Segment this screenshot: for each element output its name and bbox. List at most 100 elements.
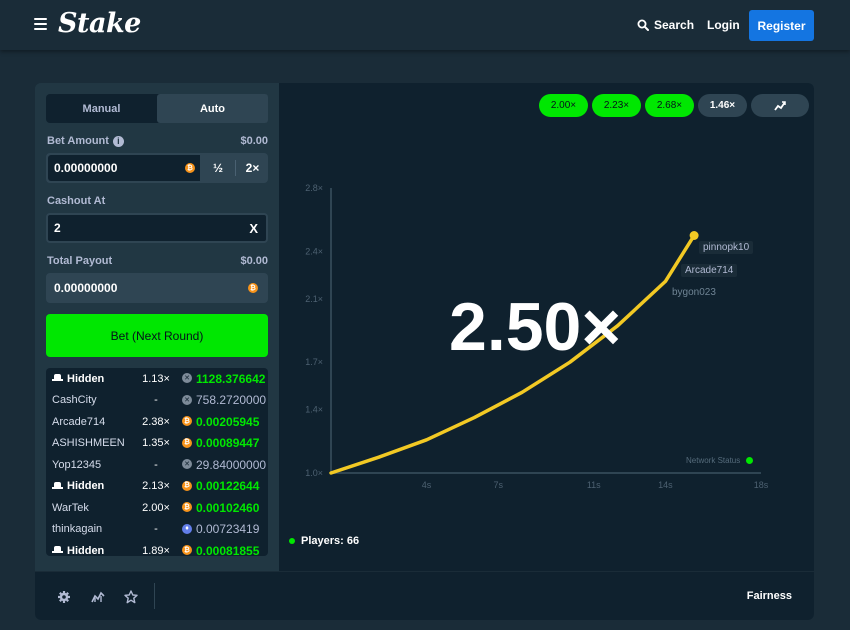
player-row[interactable]: Yop12345 - ✕ 29.84000000 (46, 454, 268, 475)
x-tick-label: 18s (754, 480, 769, 490)
player-row[interactable]: CashCity - ✕ 758.2720000 (46, 390, 268, 411)
cashout-label: Cashout At (47, 195, 106, 207)
x-tick-label: 11s (587, 480, 601, 490)
mode-tabs: Manual Auto (46, 94, 268, 123)
x-tick-label: 4s (422, 480, 432, 490)
bet-amount-usd: $0.00 (240, 135, 268, 147)
fairness-link[interactable]: Fairness (746, 590, 792, 602)
menu-icon[interactable] (34, 18, 47, 30)
chart-area: 2.00× 2.23× 2.68× 1.46× 1.0× 1.4× 1.7× 2.1×… (279, 83, 814, 571)
footer-divider (154, 583, 155, 609)
currency-icon: ✕ (182, 394, 192, 405)
y-tick-label: 2.8× (305, 183, 323, 193)
player-amount: 0.00122644 (196, 479, 260, 493)
history-chip[interactable]: 1.46× (698, 94, 747, 117)
player-multiplier: - (154, 458, 158, 471)
bitcoin-icon: ₿ (182, 502, 192, 512)
cashout-label-row: Cashout At (47, 195, 268, 207)
player-multiplier: 2.38× (142, 415, 170, 428)
x-tick-label: 14s (658, 480, 673, 490)
player-multiplier: 2.00× (142, 501, 170, 514)
player-multiplier: 1.35× (142, 437, 170, 449)
search-label: Search (654, 18, 695, 32)
player-name: ASHISHMEEN (52, 437, 125, 449)
player-name-text: Hidden (67, 544, 105, 557)
player-row[interactable]: Hidden 1.13× ✕ 1128.376642 (46, 368, 268, 389)
player-row[interactable]: Arcade714 2.38× ₿ 0.00205945 (46, 411, 268, 432)
settings-icon[interactable] (57, 590, 71, 604)
curve-head-point (689, 231, 699, 240)
payout-usd: $0.00 (240, 255, 268, 267)
player-row[interactable]: thinkagain - ♦ 0.00723419 (46, 519, 268, 540)
players-list[interactable]: Hidden 1.13× ✕ 1128.376642 CashCity - ✕ 758.272… (46, 368, 268, 556)
half-bet-button[interactable]: ½ (212, 161, 223, 175)
currency-icon: ✕ (182, 373, 192, 383)
player-name-text: WarTek (52, 501, 89, 514)
player-name: Arcade714 (52, 416, 105, 428)
player-cashout-label: bygon023 (672, 287, 716, 298)
network-status-label: Network Status (686, 456, 741, 465)
player-name: CashCity (52, 394, 97, 406)
player-name-text: Hidden (67, 372, 105, 385)
bet-button[interactable]: Bet (Next Round) (46, 314, 268, 357)
current-multiplier: 2.50× (449, 289, 622, 365)
player-amount: 0.00205945 (196, 414, 260, 429)
history-trend-button[interactable] (751, 94, 809, 117)
payout-label-row: Total Payout $0.00 (47, 255, 268, 267)
payout-label: Total Payout (47, 255, 113, 267)
multiplier-chart: 1.0× 1.4× 1.7× 2.1× 2.4× 2.8× 4s 7s 11s 14s 18s (305, 183, 769, 490)
player-name-text: CashCity (52, 394, 97, 406)
player-multiplier: 1.89× (142, 544, 170, 557)
hidden-user-icon (52, 481, 63, 491)
player-name: Hidden (52, 480, 104, 492)
player-name-text: Arcade714 (52, 415, 106, 428)
player-name-text: thinkagain (52, 523, 103, 535)
player-row[interactable]: WarTek 2.00× ₿ 0.00102460 (46, 497, 268, 518)
login-button[interactable]: Login (707, 18, 740, 32)
player-amount: 758.2720000 (196, 393, 267, 407)
bitcoin-icon: ₿ (182, 416, 192, 426)
history-chip[interactable]: 2.68× (645, 94, 694, 117)
double-bet-button[interactable]: 2× (235, 160, 269, 176)
top-bar: Stake Search Login Register (0, 0, 850, 50)
y-tick-label: 1.4× (305, 405, 323, 415)
stats-icon[interactable] (91, 590, 105, 604)
bet-amount-label: Bet Amount (47, 135, 109, 147)
player-amount: 29.84000000 (196, 457, 267, 472)
tab-manual[interactable]: Manual (82, 102, 121, 115)
history-chip[interactable]: 2.00× (539, 94, 588, 117)
register-button[interactable]: Register (749, 10, 814, 41)
bet-amount-input[interactable] (48, 161, 185, 175)
player-name-text: Hidden (67, 480, 105, 492)
clear-cashout-button[interactable]: X (249, 220, 258, 236)
player-row[interactable]: Hidden 2.13× ₿ 0.00122644 (46, 476, 268, 497)
y-tick-label: 2.1× (305, 294, 323, 304)
player-row[interactable]: ASHISHMEEN 1.35× ₿ 0.00089447 (46, 433, 268, 454)
bet-amount-field: ₿ ½ 2× (46, 153, 268, 183)
tab-auto[interactable]: Auto (157, 94, 268, 123)
game-footer: Fairness (35, 571, 814, 620)
player-name: WarTek (52, 502, 89, 514)
bitcoin-icon: ₿ (182, 437, 192, 448)
player-amount: 0.00723419 (196, 522, 260, 536)
bitcoin-icon: ₿ (182, 480, 192, 491)
history-chip[interactable]: 2.23× (592, 94, 641, 117)
bitcoin-icon: ₿ (182, 545, 192, 555)
payout-field: ₿ (46, 273, 268, 303)
info-icon[interactable]: i (112, 135, 124, 147)
stake-logo[interactable]: Stake (58, 8, 141, 39)
currency-icon: ✕ (182, 459, 192, 469)
network-status: Network Status (686, 456, 754, 465)
y-tick-label: 1.7× (305, 357, 323, 367)
y-tick-label: 2.4× (305, 246, 323, 256)
hidden-user-icon (52, 374, 63, 383)
player-multiplier: 2.13× (142, 480, 170, 492)
star-icon[interactable] (124, 590, 138, 604)
player-amount: 1128.376642 (196, 371, 266, 386)
player-name: Yop12345 (52, 459, 101, 471)
search-button[interactable]: Search (637, 16, 694, 34)
player-name-text: Yop12345 (52, 458, 102, 471)
player-row[interactable]: Hidden 1.89× ₿ 0.00081855 (46, 540, 268, 556)
cashout-field: X (46, 213, 268, 243)
cashout-input[interactable] (48, 221, 250, 235)
